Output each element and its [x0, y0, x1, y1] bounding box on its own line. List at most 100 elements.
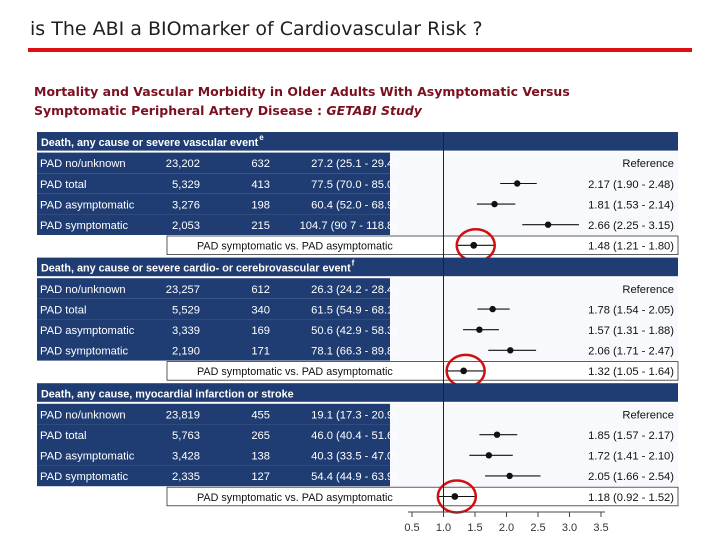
row-rate: 46.0 (40.4 - 51.6): [311, 430, 397, 442]
comparison-hr-point: [460, 367, 468, 375]
row-label: PAD no/unknown: [40, 284, 126, 296]
row-rate: 104.7 (90 7 - 118.8): [300, 220, 398, 232]
row-rate: 54.4 (44.9 - 63.9): [311, 471, 397, 483]
row-rate: 77.5 (70.0 - 85.0): [311, 179, 397, 191]
row-rate: 50.6 (42.9 - 58.3): [311, 325, 397, 337]
hr-point: [544, 221, 552, 228]
x-tick-label: 2.0: [499, 522, 514, 534]
row-bg-right: [390, 152, 678, 174]
row-events: 612: [251, 284, 270, 296]
group-header-text: Death, any cause or severe cardio- or ce…: [41, 263, 351, 275]
x-tick-label: 1.5: [467, 522, 482, 534]
hr-point: [485, 452, 493, 459]
hr-point: [476, 326, 483, 333]
row-hr-text: 2.05 (1.66 - 2.54): [588, 471, 674, 483]
x-tick-label: 1.0: [436, 522, 451, 534]
group-header-superscript: f: [352, 259, 355, 268]
row-hr-text: 1.78 (1.54 - 2.05): [588, 304, 674, 316]
row-events: 340: [251, 304, 270, 316]
row-n: 2,335: [172, 471, 200, 483]
x-tick-label: 0.5: [404, 522, 419, 534]
row-hr-text: 1.72 (1.41 - 2.10): [588, 451, 674, 463]
hr-point: [489, 305, 496, 313]
row-bg: [37, 319, 390, 340]
title-underline: [28, 48, 692, 52]
row-rate: 60.4 (52.0 - 68.9): [311, 199, 397, 211]
comparison-box: [166, 235, 679, 256]
row-events: 632: [251, 158, 270, 170]
group-header-text: Death, any cause, myocardial infarction …: [41, 388, 294, 400]
row-rate: 61.5 (54.9 - 68.1): [311, 304, 397, 316]
row-n: 23,202: [166, 158, 200, 170]
row-n: 3,428: [172, 451, 200, 463]
group-header-bar: [37, 257, 678, 277]
row-rate: 40.3 (33.5 - 47.0): [311, 451, 397, 463]
row-bg-right: [390, 403, 678, 425]
subtitle-line-2-prefix: Symptomatic Peripheral Artery Disease :: [34, 103, 327, 118]
row-bg-right: [390, 193, 678, 215]
comparison-label: PAD symptomatic vs. PAD asymptomatic: [197, 241, 393, 253]
row-hr-text: 1.57 (1.31 - 1.88): [588, 325, 674, 337]
row-events: 138: [251, 451, 270, 463]
study-name: GETABI Study: [326, 103, 422, 118]
row-n: 5,329: [172, 179, 200, 191]
comparison-hr-text: 1.48 (1.21 - 1.80): [588, 241, 674, 253]
row-bg: [37, 403, 390, 425]
group-header-text: Death, any cause or severe vascular even…: [41, 137, 259, 149]
row-bg: [37, 298, 390, 320]
x-tick-label: 3.5: [593, 522, 608, 534]
subtitle-line-2: Symptomatic Peripheral Artery Disease : …: [34, 101, 570, 120]
comparison-label: PAD symptomatic vs. PAD asymptomatic: [197, 366, 393, 378]
group-header-bar: [37, 383, 678, 402]
slide-subtitle: Mortality and Vascular Morbidity in Olde…: [34, 82, 570, 120]
row-events: 127: [251, 471, 270, 483]
row-n: 3,276: [172, 199, 200, 211]
comparison-box: [166, 486, 679, 507]
row-bg-right: [390, 424, 678, 445]
row-bg-right: [390, 445, 678, 466]
row-events: 198: [251, 199, 270, 211]
row-rate: 27.2 (25.1 - 29.4): [311, 158, 397, 170]
row-bg: [37, 173, 390, 194]
row-label: PAD total: [40, 430, 86, 442]
row-label: PAD no/unknown: [40, 409, 126, 421]
comparison-hr-point: [451, 493, 459, 500]
row-label: PAD symptomatic: [40, 471, 128, 483]
slide-title: is The ABI a BIOmarker of Cardiovascular…: [30, 18, 483, 40]
row-events: 215: [251, 220, 270, 232]
row-label: PAD asymptomatic: [40, 325, 135, 337]
x-tick-label: 3.0: [562, 522, 577, 534]
row-hr-text: Reference: [622, 158, 674, 170]
row-n: 23,819: [166, 409, 200, 421]
row-hr-text: 2.06 (1.71 - 2.47): [588, 346, 674, 358]
row-label: PAD symptomatic: [40, 220, 128, 232]
group-header-bar: [37, 132, 678, 151]
hr-point: [506, 472, 513, 480]
subtitle-line-1: Mortality and Vascular Morbidity in Olde…: [34, 84, 570, 99]
row-events: 413: [251, 179, 270, 191]
row-bg-right: [390, 319, 678, 340]
row-n: 2,053: [172, 220, 200, 232]
row-rate: 78.1 (66.3 - 89.8): [311, 346, 397, 358]
row-bg-right: [390, 298, 678, 320]
row-n: 5,529: [172, 304, 200, 316]
hr-point: [514, 180, 521, 187]
row-bg-right: [390, 278, 678, 299]
hr-point: [507, 347, 514, 354]
row-bg: [37, 152, 390, 174]
comparison-label: PAD symptomatic vs. PAD asymptomatic: [197, 492, 393, 504]
row-label: PAD no/unknown: [40, 158, 126, 170]
comparison-hr-text: 1.18 (0.92 - 1.52): [588, 492, 674, 504]
row-hr-text: 1.81 (1.53 - 2.14): [588, 199, 674, 211]
x-tick-label: 2.5: [530, 522, 545, 534]
hr-point: [493, 431, 501, 438]
row-n: 5,763: [172, 430, 200, 442]
row-hr-text: 2.17 (1.90 - 2.48): [588, 179, 674, 191]
row-events: 265: [251, 430, 270, 442]
row-n: 23,257: [166, 284, 200, 296]
row-label: PAD asymptomatic: [40, 199, 135, 211]
row-n: 3,339: [172, 325, 200, 337]
row-bg: [37, 193, 390, 215]
comparison-box: [166, 361, 679, 381]
